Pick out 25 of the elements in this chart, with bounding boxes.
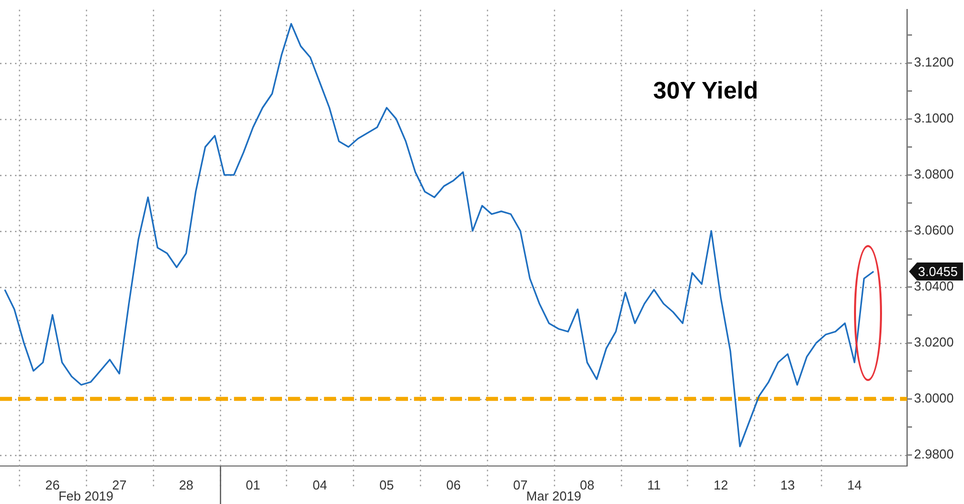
x-tick-label: 01 (246, 477, 260, 492)
x-tick-label: 26 (45, 477, 60, 492)
x-tick-label: 27 (112, 477, 127, 492)
y-tick-label: 3.1000 (914, 110, 954, 126)
x-tick-label: 28 (178, 477, 194, 492)
y-tick-label: 3.0000 (914, 390, 954, 406)
y-tick-label: 3.0400 (914, 278, 954, 294)
text: 3.0455 (918, 264, 958, 280)
x-tick-label: 07 (513, 477, 528, 492)
y-tick-label: 3.0200 (914, 334, 954, 350)
text: Mar 2019 (526, 488, 582, 504)
x-tick-label: 05 (379, 477, 394, 492)
x-tick-label: 13 (780, 477, 795, 492)
y-tick-label: 3.1200 (914, 54, 954, 70)
x-tick-label: 14 (847, 477, 862, 492)
x-tick-label: 11 (647, 477, 661, 492)
x-tick-label: 08 (580, 477, 594, 492)
x-tick-label: 04 (312, 477, 328, 492)
text: Feb 2019 (58, 488, 114, 504)
text: 30Y Yield (653, 78, 758, 105)
y-tick-label: 2.9800 (914, 446, 954, 462)
x-tick-label: 06 (446, 477, 461, 492)
y-tick-label: 3.0800 (914, 166, 954, 182)
y-tick-label: 3.0600 (914, 222, 954, 238)
x-tick-label: 12 (714, 477, 728, 492)
